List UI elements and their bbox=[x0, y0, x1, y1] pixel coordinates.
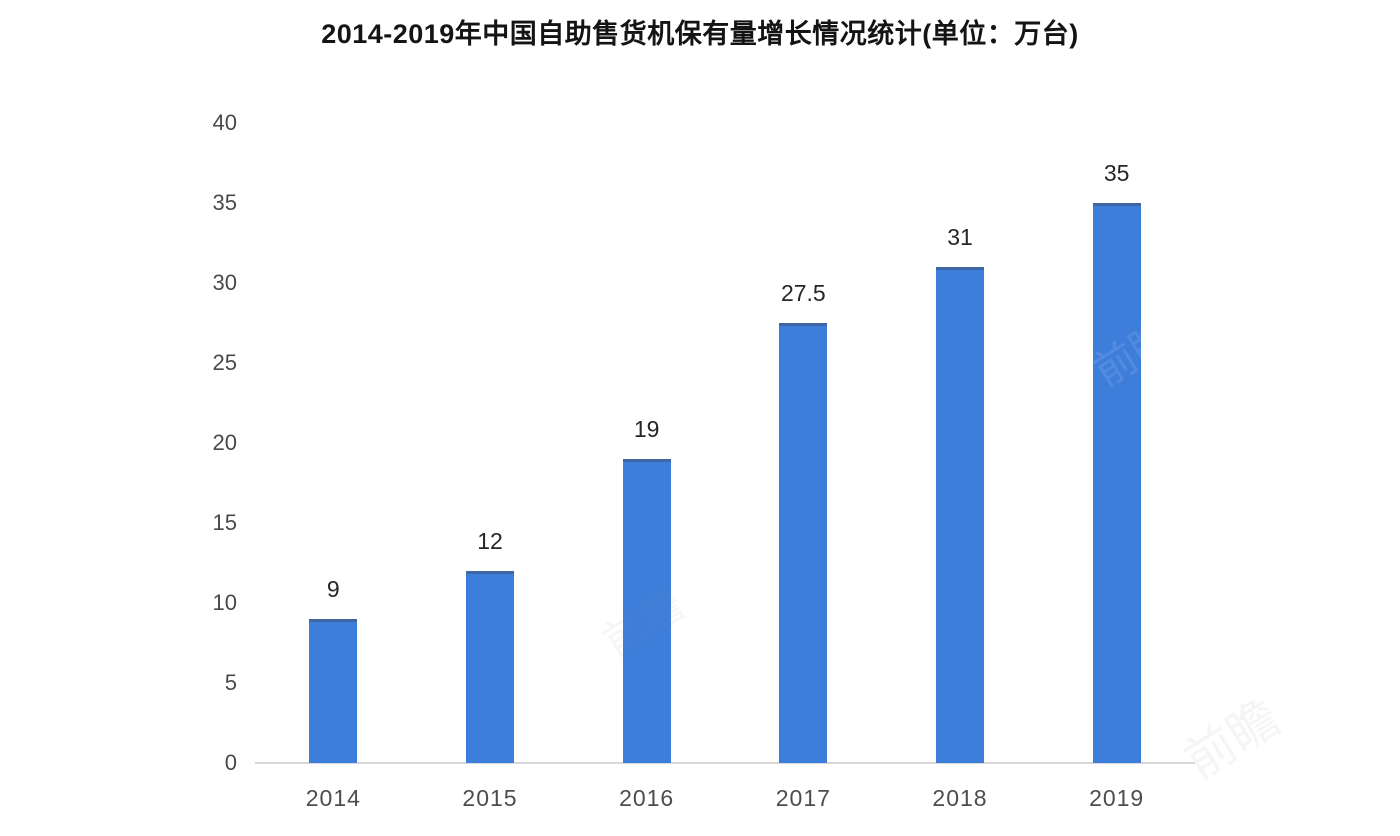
x-axis-line bbox=[255, 762, 1195, 764]
value-label-2017: 27.5 bbox=[780, 280, 826, 306]
bar-2019 bbox=[1092, 203, 1141, 763]
bar-2017 bbox=[779, 323, 828, 763]
y-axis-tick-30: 30 bbox=[212, 270, 237, 295]
x-axis-tick-2014: 2014 bbox=[305, 785, 361, 811]
bar-2016 bbox=[622, 459, 671, 763]
x-axis-tick-2018: 2018 bbox=[932, 785, 988, 811]
y-axis-tick-15: 15 bbox=[212, 510, 237, 535]
value-label-2018: 31 bbox=[947, 224, 973, 250]
value-label-2019: 35 bbox=[1103, 160, 1130, 186]
bar-2018 bbox=[936, 267, 984, 763]
value-label-2016: 19 bbox=[633, 416, 660, 442]
y-axis-tick-5: 5 bbox=[224, 670, 237, 695]
chart-title: 2014-2019年中国自助售货机保有量增长情况统计(单位：万台) bbox=[321, 19, 1079, 49]
bar-2014 bbox=[309, 619, 358, 763]
value-label-2015: 12 bbox=[477, 528, 503, 554]
x-axis-tick-2019: 2019 bbox=[1089, 785, 1145, 811]
y-axis-tick-0: 0 bbox=[224, 750, 237, 775]
y-axis-tick-20: 20 bbox=[212, 430, 237, 455]
x-axis-tick-2016: 2016 bbox=[619, 785, 675, 811]
x-axis-tick-2015: 2015 bbox=[462, 785, 518, 811]
bar-2015 bbox=[466, 571, 514, 763]
y-axis-tick-25: 25 bbox=[212, 350, 237, 375]
x-axis-tick-2017: 2017 bbox=[775, 785, 831, 811]
y-axis-tick-35: 35 bbox=[212, 190, 237, 215]
y-axis-tick-10: 10 bbox=[212, 590, 237, 615]
y-axis-tick-40: 40 bbox=[212, 110, 237, 135]
value-label-2014: 9 bbox=[326, 576, 340, 602]
